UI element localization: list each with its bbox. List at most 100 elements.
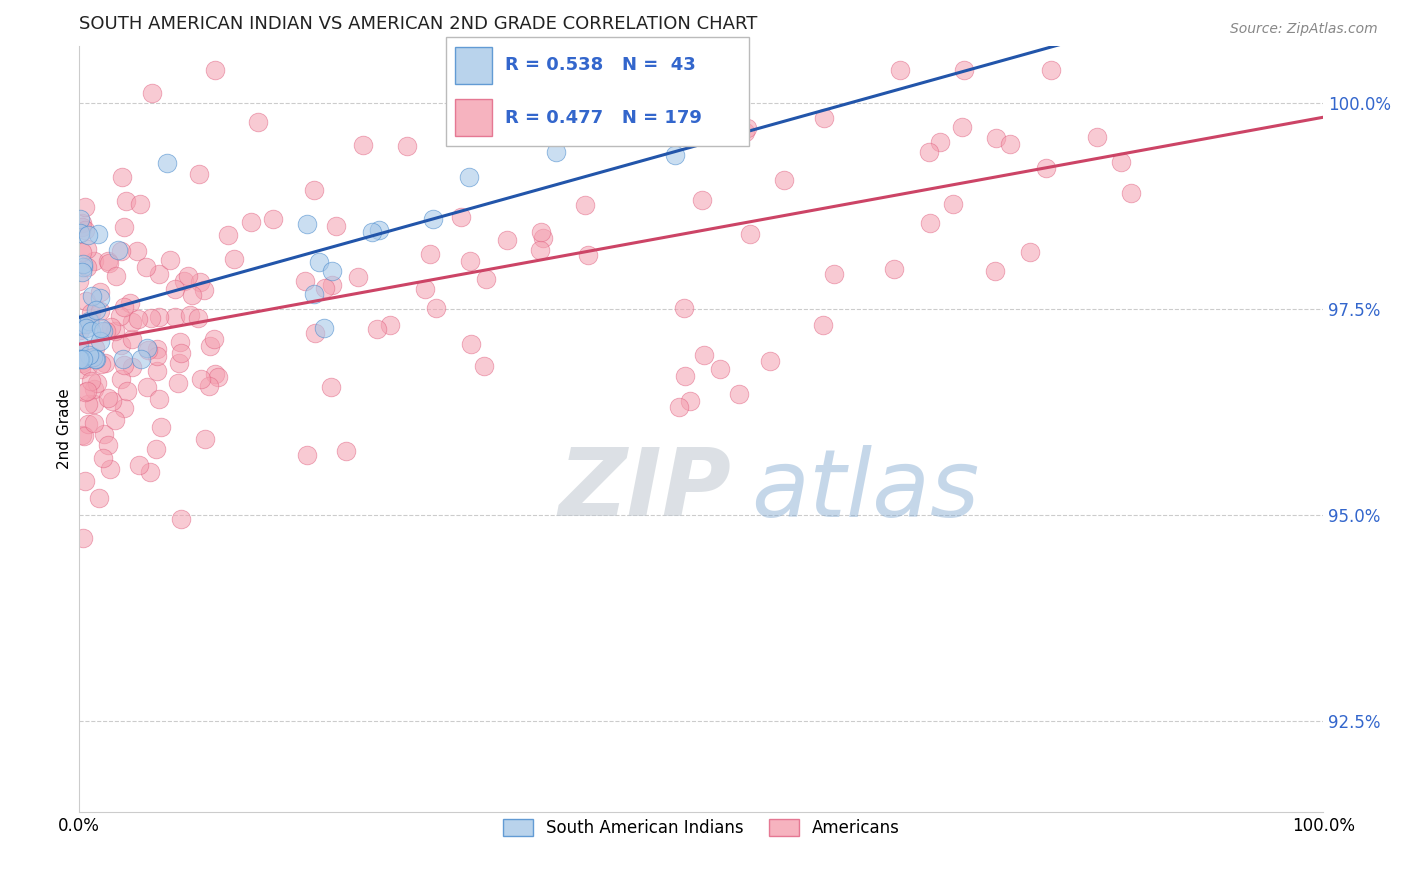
Point: [104, 413, 127, 427]
Point: [367, 223, 389, 237]
Point: [187, 311, 209, 326]
Point: [166, 376, 188, 390]
Y-axis label: 2nd Grade: 2nd Grade: [58, 388, 72, 469]
Text: R = 0.538   N =  43: R = 0.538 N = 43: [505, 56, 696, 74]
Point: [222, 252, 245, 266]
FancyBboxPatch shape: [456, 99, 492, 136]
Point: [600, 63, 623, 78]
Point: [173, 274, 195, 288]
Point: [141, 86, 163, 100]
Point: [72, 531, 94, 545]
Point: [246, 115, 269, 129]
Point: [111, 170, 134, 185]
Point: [148, 310, 170, 324]
Point: [112, 401, 135, 415]
Point: [70, 244, 93, 259]
Point: [664, 147, 686, 161]
Point: [83, 416, 105, 430]
Point: [129, 197, 152, 211]
Point: [574, 198, 596, 212]
Point: [773, 173, 796, 187]
Point: [80, 306, 103, 320]
Point: [77, 417, 100, 432]
FancyBboxPatch shape: [446, 37, 749, 146]
Point: [73, 318, 96, 332]
Point: [98, 461, 121, 475]
Point: [107, 244, 129, 258]
Point: [920, 215, 942, 229]
Point: [198, 339, 221, 353]
Point: [1085, 130, 1108, 145]
Point: [69, 317, 91, 331]
Point: [544, 145, 567, 160]
Point: [120, 296, 142, 310]
Point: [73, 223, 96, 237]
Point: [953, 63, 976, 78]
Point: [204, 367, 226, 381]
Point: [80, 374, 103, 388]
Point: [1109, 154, 1132, 169]
Point: [145, 442, 167, 456]
Point: [100, 394, 122, 409]
Point: [530, 225, 553, 239]
Point: [70, 427, 93, 442]
Point: [759, 354, 782, 368]
Point: [304, 326, 326, 341]
Point: [89, 291, 111, 305]
Point: [69, 226, 91, 240]
Point: [97, 391, 120, 405]
Point: [93, 427, 115, 442]
Point: [150, 420, 173, 434]
Point: [929, 136, 952, 150]
Point: [136, 341, 159, 355]
Point: [169, 512, 191, 526]
Point: [139, 465, 162, 479]
Point: [700, 112, 723, 127]
Point: [146, 349, 169, 363]
Point: [163, 310, 186, 325]
Point: [413, 282, 436, 296]
Point: [529, 243, 551, 257]
Point: [693, 348, 716, 362]
Point: [194, 432, 217, 446]
Point: [80, 351, 103, 366]
Point: [67, 336, 90, 351]
Point: [204, 63, 226, 78]
Point: [496, 233, 519, 247]
Point: [302, 183, 325, 197]
Point: [422, 212, 444, 227]
Point: [69, 318, 91, 332]
Point: [193, 283, 215, 297]
Point: [110, 244, 132, 259]
Point: [75, 321, 97, 335]
Point: [76, 384, 98, 399]
Point: [207, 370, 229, 384]
Point: [190, 372, 212, 386]
Point: [90, 321, 112, 335]
Point: [294, 274, 316, 288]
Point: [89, 304, 111, 318]
Point: [346, 270, 368, 285]
Point: [883, 261, 905, 276]
Point: [1040, 63, 1063, 78]
Point: [100, 320, 122, 334]
Point: [813, 111, 835, 125]
Point: [197, 378, 219, 392]
Point: [121, 360, 143, 375]
Point: [82, 350, 104, 364]
Point: [475, 272, 498, 286]
Point: [460, 254, 482, 268]
Legend: South American Indians, Americans: South American Indians, Americans: [495, 811, 908, 846]
Point: [472, 359, 495, 373]
Point: [73, 200, 96, 214]
Point: [97, 254, 120, 268]
Point: [105, 268, 128, 283]
Point: [308, 255, 330, 269]
Point: [141, 310, 163, 325]
Point: [917, 145, 939, 159]
Point: [672, 301, 695, 315]
Point: [94, 356, 117, 370]
Point: [295, 448, 318, 462]
Point: [146, 342, 169, 356]
Point: [395, 139, 418, 153]
